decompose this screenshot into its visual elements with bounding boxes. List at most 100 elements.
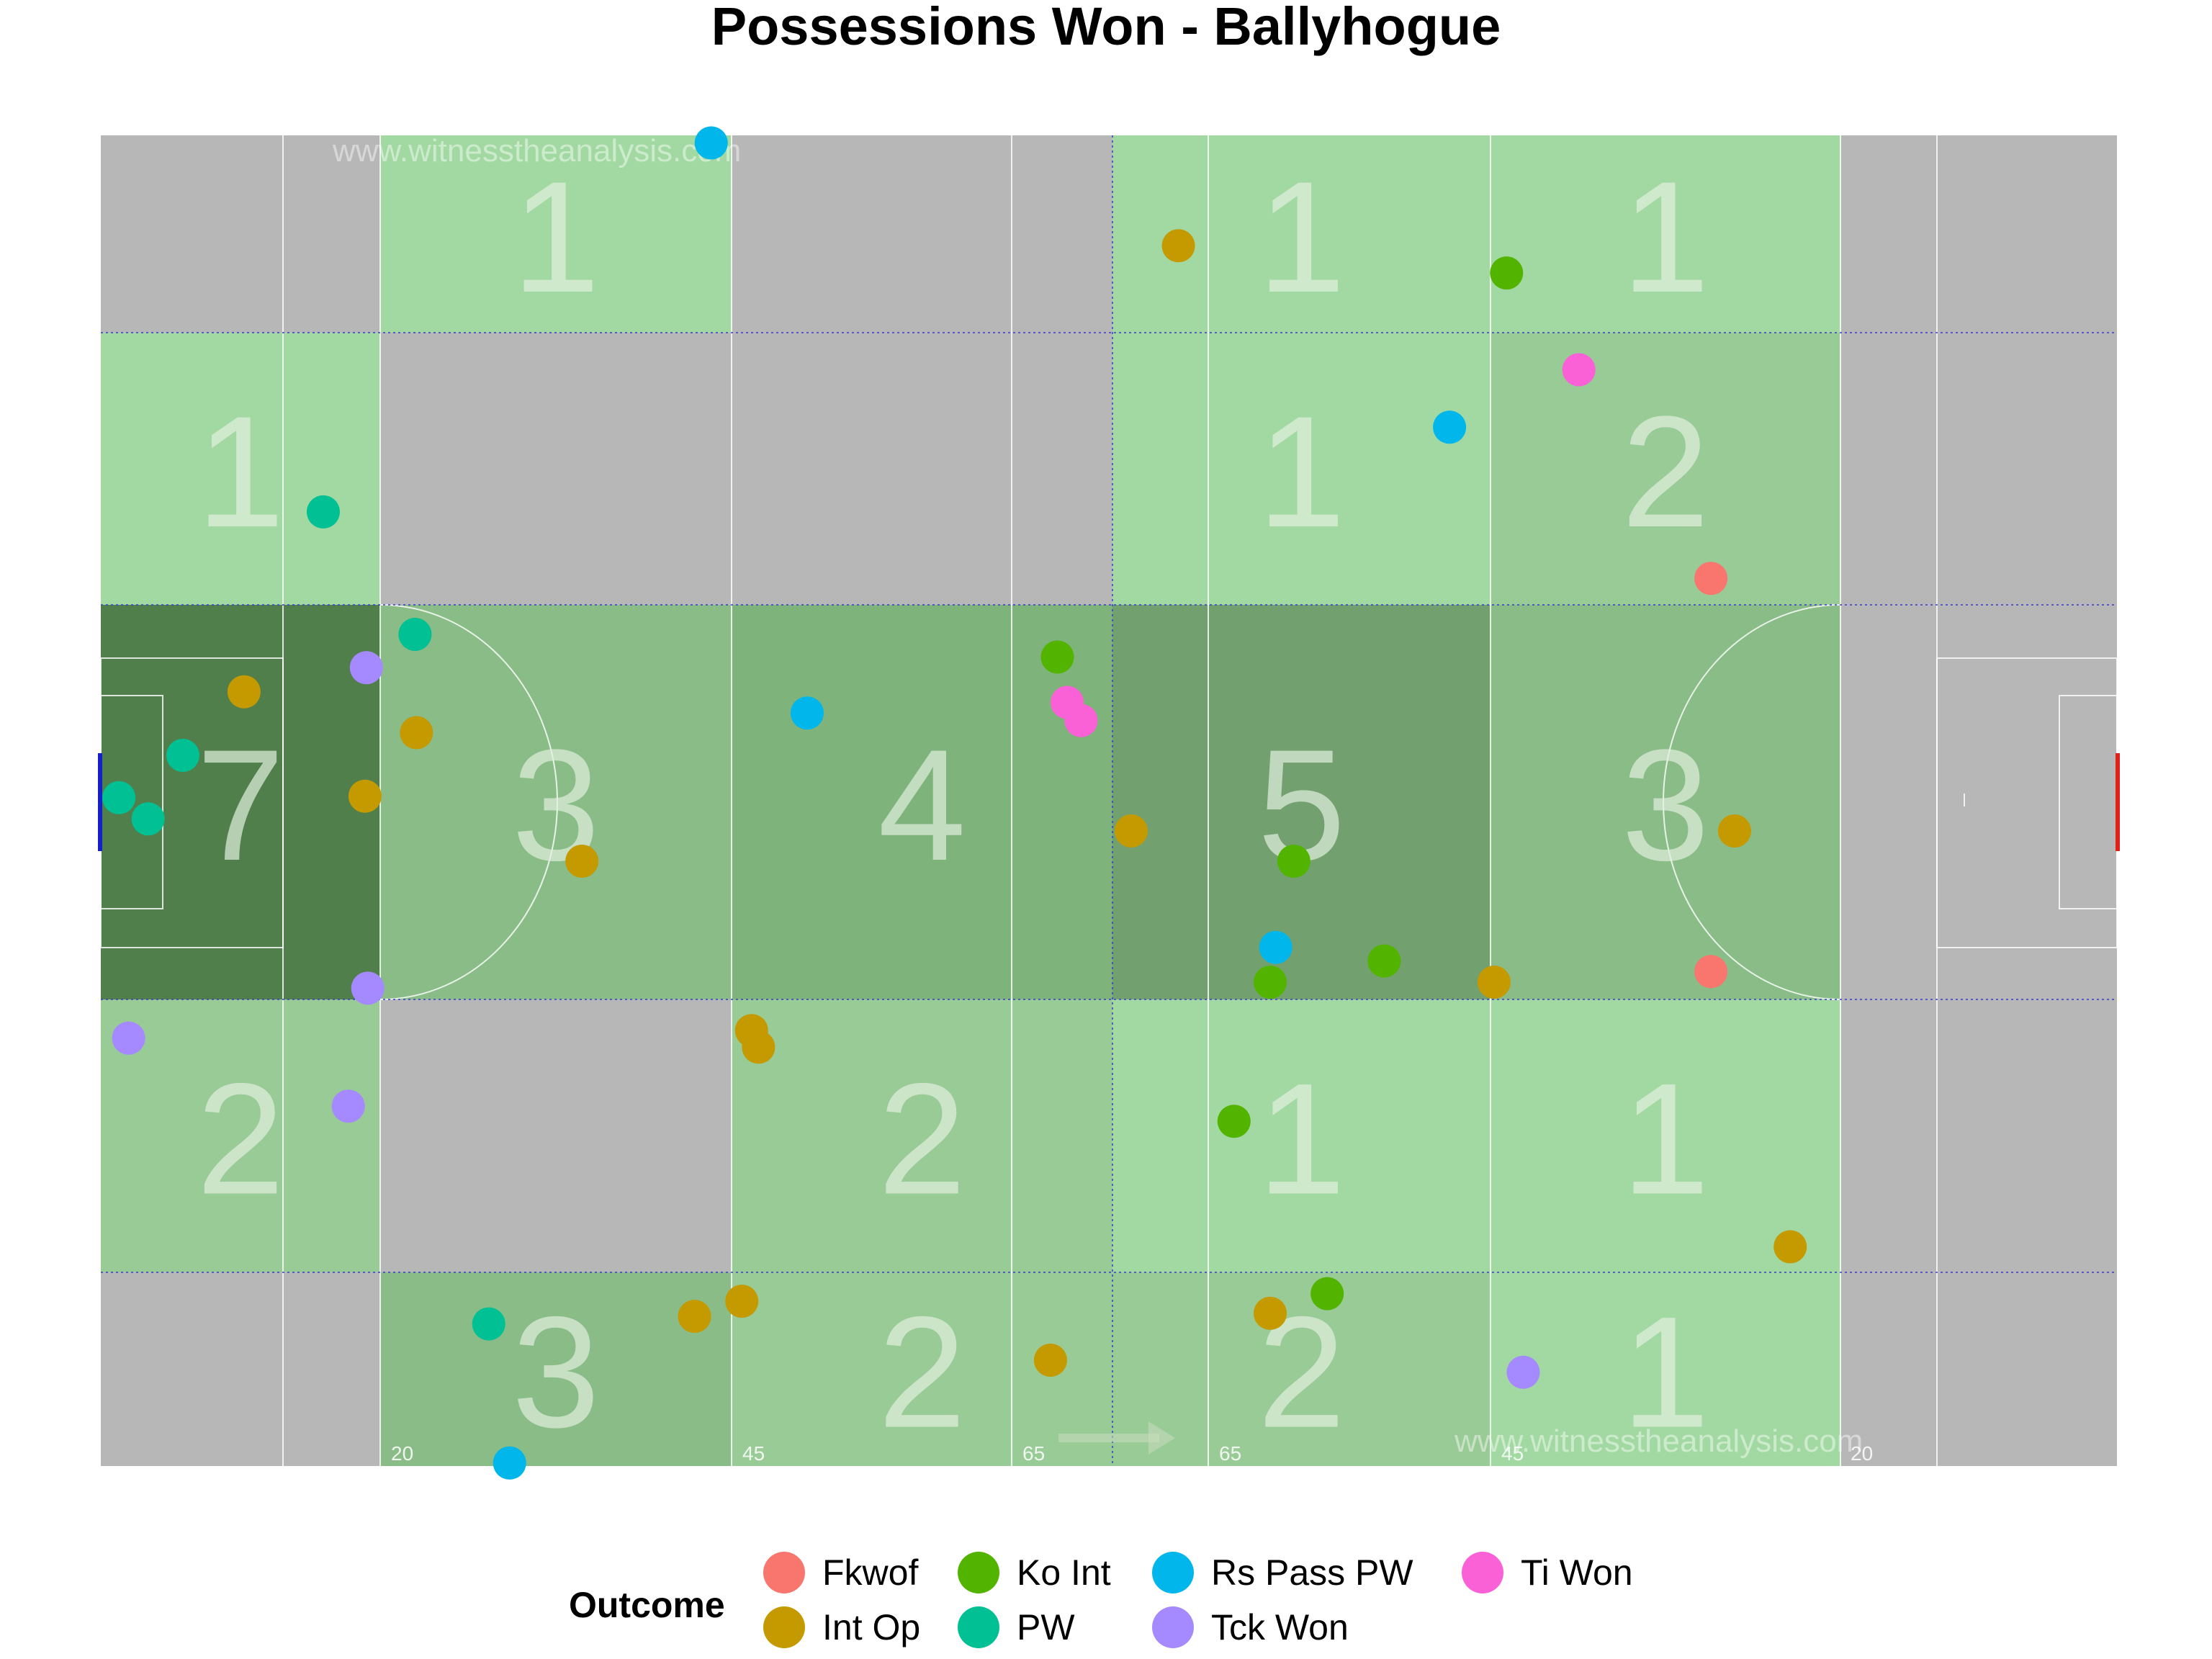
zone-r3-c4: [1491, 999, 1840, 1272]
point-int-op: [725, 1285, 759, 1318]
zone-count-label: 2: [197, 1051, 284, 1228]
zone-count-label: 2: [1622, 383, 1709, 560]
legend-label: Ti Won: [1521, 1552, 1633, 1593]
zone-r3-c0: [101, 999, 380, 1272]
point-int-op: [1717, 814, 1751, 848]
zone-r0-c1: [380, 135, 732, 333]
legend-label: Tck Won: [1211, 1607, 1349, 1647]
point-pw: [306, 495, 340, 529]
zone-r0-c4: [1491, 135, 1840, 333]
zone-r3-c2: [732, 999, 1112, 1272]
direction-arrowhead: [1148, 1421, 1175, 1455]
legend-item: Fkwof: [763, 1545, 918, 1600]
point-pw: [131, 802, 165, 836]
point-rs-pass-pw: [493, 1446, 526, 1480]
legend-key: [763, 1552, 805, 1593]
zone-count-label: 1: [1257, 1051, 1345, 1228]
line-label: 45: [742, 1442, 765, 1465]
legend-item: Ti Won: [1462, 1545, 1633, 1600]
point-tck-won: [349, 651, 383, 685]
zone-count-label: 7: [197, 716, 284, 894]
point-fkwof: [1694, 562, 1728, 595]
legend-label: PW: [1017, 1607, 1075, 1647]
legend-key: [1152, 1606, 1194, 1648]
zone-r4-c4: [1491, 1272, 1840, 1466]
zone-count-label: 1: [1622, 1284, 1709, 1461]
legend-key: [1152, 1552, 1194, 1593]
point-tck-won: [351, 971, 385, 1005]
watermark-0: www.witnesstheanalysis.com: [332, 133, 741, 168]
point-fkwof: [1694, 955, 1728, 989]
legend-title: Outcome: [569, 1585, 725, 1625]
legend-key: [958, 1552, 999, 1593]
point-rs-pass-pw: [1433, 410, 1467, 444]
legend-label: Rs Pass PW: [1211, 1552, 1413, 1593]
point-rs-pass-pw: [694, 126, 728, 160]
line-label: 65: [1219, 1442, 1241, 1465]
chart-title: Possessions Won - Ballyhogue: [711, 0, 1501, 56]
point-ti-won: [1064, 703, 1098, 737]
point-ko-int: [1217, 1105, 1251, 1138]
zone-r4-c3: [1112, 1272, 1491, 1466]
zone-count-label: 3: [1622, 716, 1709, 894]
point-ti-won: [1562, 353, 1596, 387]
point-tck-won: [1506, 1355, 1540, 1389]
legend-item: Tck Won: [1152, 1600, 1349, 1655]
point-tck-won: [112, 1021, 145, 1055]
zone-count-label: 1: [1622, 148, 1709, 325]
legend-label: Int Op: [822, 1607, 921, 1647]
zone-count-label: 2: [878, 1051, 966, 1228]
zone-count-label: 2: [878, 1284, 966, 1461]
legend-key: [958, 1606, 999, 1648]
watermark-1: www.witnesstheanalysis.com: [1454, 1424, 1863, 1459]
point-int-op: [1114, 814, 1148, 848]
line-label: 20: [391, 1442, 413, 1465]
zone-r2-c3: [1112, 605, 1491, 999]
legend-item: PW: [958, 1600, 1075, 1655]
legend-item: Rs Pass PW: [1152, 1545, 1413, 1600]
point-rs-pass-pw: [790, 696, 824, 730]
point-int-op: [565, 845, 599, 878]
zone-count-label: 1: [197, 383, 284, 560]
zone-r1-c4: [1491, 333, 1840, 605]
zone-count-label: 4: [878, 716, 966, 894]
point-int-op: [227, 675, 261, 709]
right-arc: [1663, 604, 1841, 1000]
point-ko-int: [1040, 640, 1074, 674]
zone-r3-c3: [1112, 999, 1491, 1272]
zone-count-label: 1: [1257, 383, 1345, 560]
point-rs-pass-pw: [1259, 930, 1292, 964]
line-label: 65: [1022, 1442, 1045, 1465]
legend-item: Ko Int: [958, 1545, 1111, 1600]
legend-item: Int Op: [763, 1600, 920, 1655]
left-goal: [98, 753, 102, 851]
point-pw: [166, 739, 199, 772]
zone-count-label: 1: [512, 148, 600, 325]
point-ko-int: [1310, 1277, 1344, 1310]
zone-r2-c0: [101, 605, 380, 999]
point-pw: [472, 1307, 505, 1341]
zone-count-label: 1: [1622, 1051, 1709, 1228]
point-ko-int: [1254, 966, 1287, 999]
point-int-op: [1773, 1230, 1807, 1264]
line-label: 45: [1501, 1442, 1524, 1465]
legend-label: Ko Int: [1017, 1552, 1111, 1593]
point-int-op: [1477, 966, 1511, 999]
point-int-op: [742, 1030, 775, 1064]
point-ko-int: [1277, 845, 1310, 878]
right-goal: [2116, 753, 2120, 851]
point-ko-int: [1490, 256, 1524, 290]
point-pw: [398, 618, 432, 651]
point-int-op: [1161, 229, 1195, 263]
point-ko-int: [1367, 944, 1401, 978]
point-int-op: [678, 1300, 711, 1334]
point-pw: [102, 781, 136, 814]
point-tck-won: [331, 1089, 365, 1123]
legend-key: [1462, 1552, 1503, 1593]
legend-label: Fkwof: [822, 1552, 919, 1593]
zone-r2-c4: [1491, 605, 1840, 999]
zone-r2-c1: [380, 605, 732, 999]
zone-count-label: 1: [1257, 148, 1345, 325]
point-int-op: [348, 779, 382, 813]
